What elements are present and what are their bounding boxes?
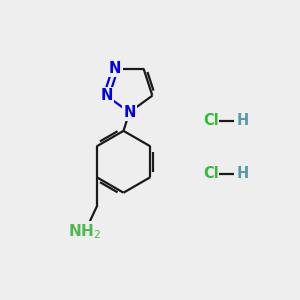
Text: H: H <box>237 166 249 181</box>
Text: H: H <box>237 113 249 128</box>
Text: Cl: Cl <box>203 166 219 181</box>
Text: Cl: Cl <box>203 113 219 128</box>
Text: N: N <box>100 88 112 103</box>
Text: NH$_2$: NH$_2$ <box>68 222 101 241</box>
Text: N: N <box>123 105 136 120</box>
Text: N: N <box>109 61 122 76</box>
